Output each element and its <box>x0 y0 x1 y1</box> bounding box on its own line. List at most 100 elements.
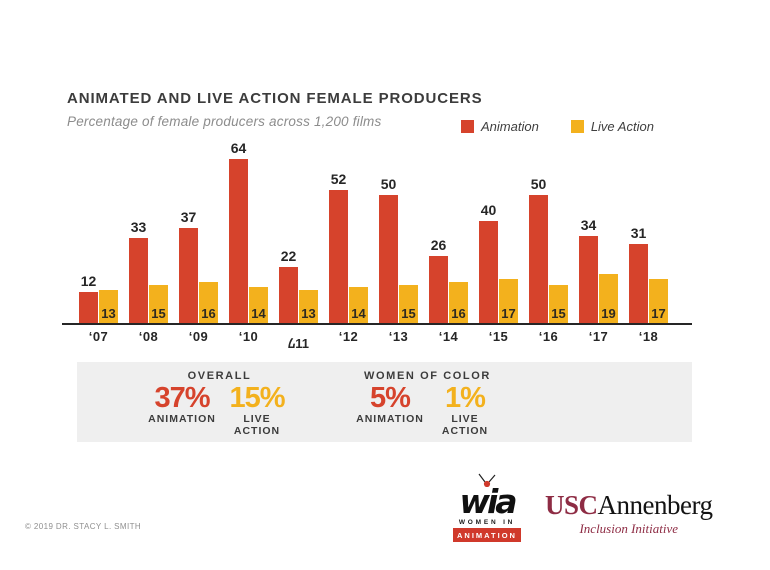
annenberg-text: Annenberg <box>597 490 713 520</box>
bar-animation: 31 <box>629 225 648 323</box>
bar-value-label: 31 <box>630 224 647 241</box>
x-axis-tick: ‘14 <box>438 329 459 344</box>
legend-label-animation: Animation <box>481 119 539 134</box>
bar-value-label: 26 <box>430 237 447 254</box>
summary-group-women-of-color: WOMEN OF COLOR 5% ANIMATION 1% LIVE ACTI… <box>355 362 500 437</box>
bar-animation: 50 <box>379 176 398 323</box>
bar-value-label: 19 <box>601 306 616 321</box>
chart-subtitle: Percentage of female producers across 1,… <box>67 114 382 129</box>
bar-live-action: 15 <box>549 284 568 323</box>
bar-value-label: 17 <box>651 306 666 321</box>
x-axis-tick: ‘15 <box>488 329 509 344</box>
bar-animation: 33 <box>129 219 148 323</box>
bar-live-action: 13 <box>99 289 118 323</box>
bar-value-label: 52 <box>330 170 347 187</box>
bar-live-action: 17 <box>499 279 518 323</box>
stat-label: ANIMATION <box>148 413 216 426</box>
legend-item-animation: Animation <box>461 119 539 134</box>
summary-stats-overall: 37% ANIMATION 15% LIVE ACTION <box>147 382 292 438</box>
bar-group: 50 15 <box>379 176 418 323</box>
x-axis-tick: ‘18 <box>638 329 659 344</box>
bar-group: 22 13 <box>279 248 318 323</box>
bar-live-action: 15 <box>149 284 168 323</box>
summary-group-overall: OVERALL 37% ANIMATION 15% LIVE ACTION <box>147 362 292 437</box>
bar-group: 52 14 <box>329 171 368 323</box>
bar-value-label: 50 <box>530 175 547 192</box>
x-axis-tick: ‘07 <box>88 329 109 344</box>
summary-box: OVERALL 37% ANIMATION 15% LIVE ACTION WO… <box>77 362 692 442</box>
bar-value-label: 16 <box>451 306 466 321</box>
bar-value-label: 17 <box>501 306 516 321</box>
x-axis-tick: ‘12 <box>338 329 359 344</box>
bar-animation: 50 <box>529 176 548 323</box>
bar-live-action: 15 <box>399 284 418 323</box>
bar-value-label: 50 <box>380 175 397 192</box>
bar-live-action: 14 <box>349 287 368 323</box>
bar-group: 37 16 <box>179 209 218 323</box>
stat-value: 37% <box>154 382 210 414</box>
wia-antenna-icon <box>478 473 496 487</box>
stat-value: 1% <box>445 382 486 414</box>
bar-animation: 37 <box>179 209 198 323</box>
bar-animation: 64 <box>229 140 248 323</box>
bar-animation: 26 <box>429 237 448 323</box>
bar-group: 31 17 <box>629 225 668 323</box>
bar-group: 64 14 <box>229 140 268 323</box>
bar-value-label: 37 <box>180 209 197 226</box>
summary-heading-overall: OVERALL <box>187 370 252 382</box>
stat-overall-live-action: 15% LIVE ACTION <box>222 382 292 438</box>
x-axis-tick: ‘16 <box>538 329 559 344</box>
chart-legend: Animation Live Action <box>461 119 654 134</box>
bar-value-label: 33 <box>130 219 147 236</box>
stat-value: 5% <box>370 382 411 414</box>
usc-annenberg-logo: USCAnnenberg Inclusion Initiative <box>545 492 713 537</box>
legend-item-live-action: Live Action <box>570 119 654 134</box>
x-axis-tick: ‘09 <box>188 329 209 344</box>
bar-group: 33 15 <box>129 219 168 323</box>
wia-women-in-text: WOMEN IN <box>458 519 516 527</box>
stat-woc-animation: 5% ANIMATION <box>355 383 425 437</box>
x-axis-tick: ‘13 <box>388 329 409 344</box>
bar-value-label: 12 <box>80 273 97 290</box>
bar-live-action: 16 <box>449 282 468 323</box>
stat-label: LIVE ACTION <box>233 413 281 438</box>
bar-value-label: 15 <box>401 306 416 321</box>
summary-heading-women-of-color: WOMEN OF COLOR <box>364 370 491 382</box>
x-axis-tick: ‘10 <box>238 329 259 344</box>
usc-annenberg-wordmark: USCAnnenberg <box>545 492 713 519</box>
legend-label-live-action: Live Action <box>590 119 654 134</box>
stat-overall-animation: 37% ANIMATION <box>147 383 217 437</box>
bar-group: 26 16 <box>429 237 468 323</box>
bar-animation: 12 <box>79 273 98 323</box>
x-axis-tick: ᠘11 <box>287 336 310 351</box>
bar-value-label: 13 <box>101 306 116 321</box>
x-axis-tick: ‘17 <box>588 329 609 344</box>
bar-value-label: 34 <box>580 216 597 233</box>
bar-live-action: 16 <box>199 282 218 323</box>
x-axis-tick: ‘08 <box>138 329 159 344</box>
bar-value-label: 14 <box>251 306 266 321</box>
stat-value: 15% <box>229 382 285 414</box>
usc-text: USC <box>545 490 598 520</box>
x-axis-ticks-row: ‘07 ‘08 ‘09 ‘10 ᠘11 ‘12 ‘13 ‘14 ‘15 ‘16 ‘17 ‘18 <box>62 329 692 352</box>
bar-value-label: 13 <box>301 306 316 321</box>
stat-label: ANIMATION <box>356 413 424 426</box>
bar-live-action: 14 <box>249 287 268 323</box>
wia-logo: wia WOMEN IN ANIMATION <box>452 473 522 542</box>
bar-group: 34 19 <box>579 217 618 323</box>
wia-animation-banner: ANIMATION <box>453 528 521 542</box>
bar-value-label: 15 <box>151 306 166 321</box>
bar-live-action: 19 <box>599 274 618 323</box>
chart-title: ANIMATED AND LIVE ACTION FEMALE PRODUCER… <box>67 90 483 107</box>
bar-value-label: 64 <box>230 140 247 156</box>
bar-animation: 52 <box>329 171 348 323</box>
live-action-swatch-icon <box>570 120 584 133</box>
wia-wordmark: wia <box>459 482 517 521</box>
bar-group: 50 15 <box>529 176 568 323</box>
bar-value-label: 22 <box>280 247 297 264</box>
bar-value-label: 40 <box>480 201 497 218</box>
bar-value-label: 15 <box>551 306 566 321</box>
bar-value-label: 16 <box>201 306 216 321</box>
inclusion-initiative-tagline: Inclusion Initiative <box>579 521 679 536</box>
